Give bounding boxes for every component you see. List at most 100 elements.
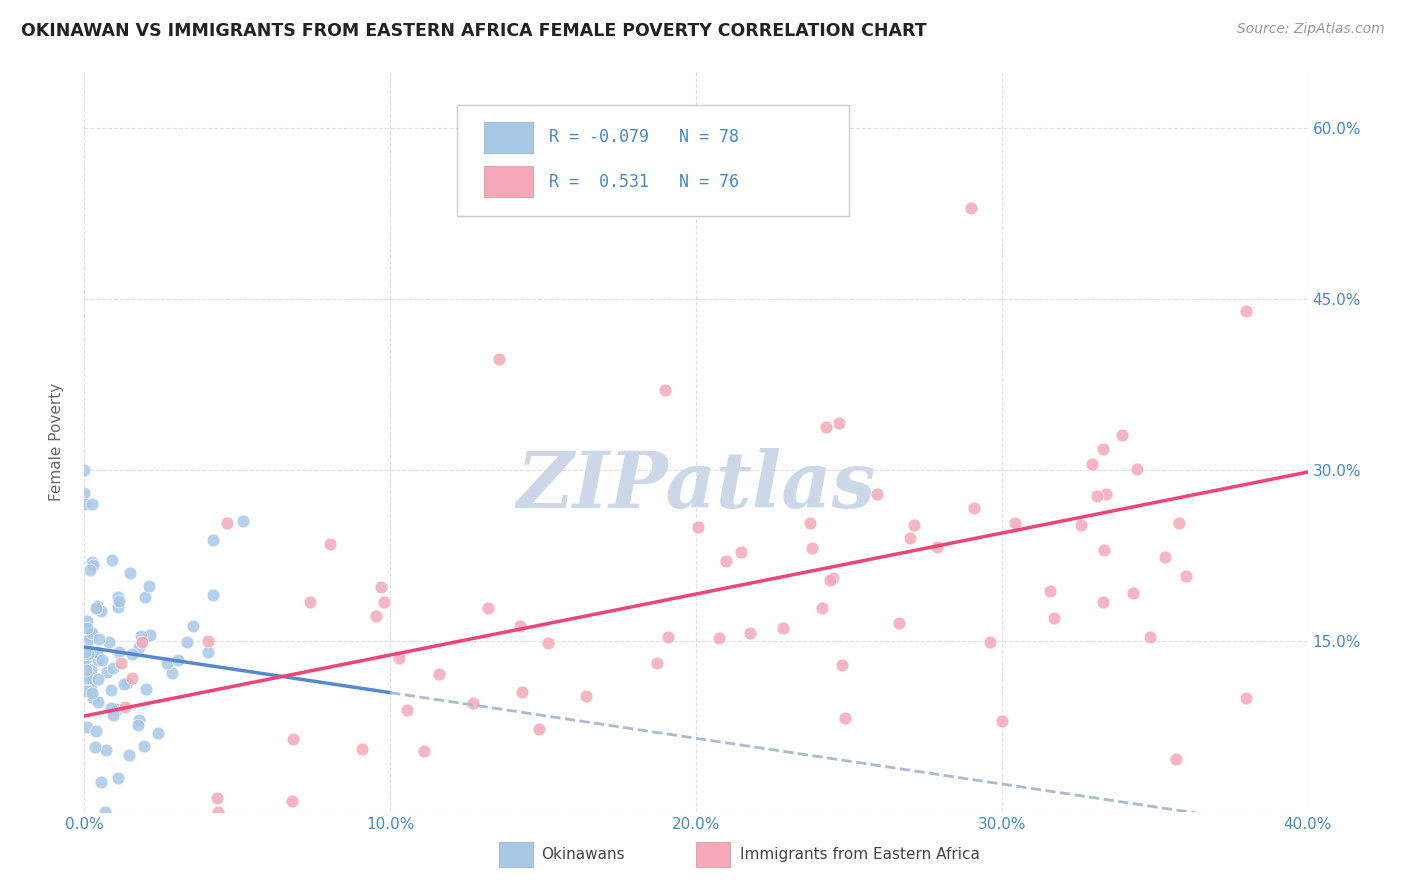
Point <box>207 805 229 819</box>
Point <box>370 581 392 595</box>
Point <box>75 682 97 697</box>
Point <box>866 487 889 501</box>
Point <box>79 681 101 695</box>
Point <box>80 631 103 645</box>
Point <box>962 501 984 516</box>
Y-axis label: Female Poverty: Female Poverty <box>49 383 63 500</box>
Point <box>1236 690 1258 705</box>
Point <box>800 541 823 556</box>
Text: Source: ZipAtlas.com: Source: ZipAtlas.com <box>1237 22 1385 37</box>
Point <box>1236 303 1258 318</box>
Point <box>84 739 107 754</box>
Point <box>1139 630 1161 644</box>
Point <box>77 672 100 686</box>
Text: Okinawans: Okinawans <box>541 847 624 862</box>
Point <box>167 652 190 666</box>
Point <box>86 645 108 659</box>
Point <box>821 571 844 585</box>
Point <box>502 121 524 136</box>
Point <box>201 533 224 547</box>
Point <box>118 566 141 580</box>
Point <box>75 656 97 670</box>
Point <box>1091 595 1114 609</box>
Point <box>1168 516 1191 531</box>
Point <box>82 691 104 706</box>
Point <box>107 590 129 604</box>
Point <box>281 794 304 808</box>
Point <box>1154 550 1177 565</box>
Point <box>215 516 238 530</box>
Point <box>1085 490 1108 504</box>
Point <box>1070 518 1092 533</box>
Point <box>73 497 96 511</box>
Point <box>1092 543 1115 558</box>
Point <box>714 553 737 567</box>
FancyBboxPatch shape <box>484 166 533 197</box>
Point <box>76 621 98 635</box>
Point <box>86 653 108 667</box>
Point <box>128 717 150 731</box>
Point <box>128 640 150 654</box>
Point <box>90 604 112 618</box>
Point <box>131 634 153 648</box>
Point <box>90 775 112 789</box>
Point <box>427 666 450 681</box>
Point <box>128 713 150 727</box>
Point <box>537 636 560 650</box>
Point <box>121 647 143 661</box>
Point <box>76 614 98 628</box>
Point <box>298 595 321 609</box>
Point <box>818 573 841 587</box>
Point <box>960 201 983 215</box>
Point <box>76 720 98 734</box>
Point <box>73 645 96 659</box>
Point <box>110 656 132 670</box>
Point <box>94 805 117 819</box>
Point <box>107 600 129 615</box>
Point <box>207 790 229 805</box>
Point <box>366 609 388 624</box>
Point <box>80 625 103 640</box>
Point <box>107 593 129 607</box>
Point <box>79 563 101 577</box>
Point <box>80 628 103 642</box>
Point <box>91 653 114 667</box>
Text: R =  0.531   N = 76: R = 0.531 N = 76 <box>550 173 740 191</box>
Point <box>1080 457 1102 471</box>
Point <box>176 635 198 649</box>
Point <box>1126 462 1149 476</box>
Point <box>707 632 730 646</box>
Point <box>814 419 837 434</box>
FancyBboxPatch shape <box>484 121 533 153</box>
Point <box>197 634 219 648</box>
Point <box>373 595 395 609</box>
Point <box>103 661 125 675</box>
Point <box>828 416 851 430</box>
Point <box>84 724 107 739</box>
Point <box>512 685 534 699</box>
Point <box>903 518 925 533</box>
Point <box>112 677 135 691</box>
Point <box>135 682 157 697</box>
Point <box>1091 442 1114 456</box>
Point <box>413 744 436 758</box>
Point <box>100 553 122 567</box>
Point <box>925 541 948 555</box>
Point <box>463 696 485 710</box>
Point <box>86 695 108 709</box>
Point <box>1122 585 1144 599</box>
Point <box>657 631 679 645</box>
Point <box>772 621 794 635</box>
Point <box>118 748 141 763</box>
Point <box>232 514 254 528</box>
Point <box>94 742 117 756</box>
Point <box>162 665 184 680</box>
Point <box>82 497 104 511</box>
Point <box>87 673 110 687</box>
Point <box>115 675 138 690</box>
Point <box>108 646 131 660</box>
Point <box>1039 583 1062 598</box>
Point <box>76 647 98 661</box>
Point <box>76 684 98 698</box>
Point <box>281 731 304 746</box>
